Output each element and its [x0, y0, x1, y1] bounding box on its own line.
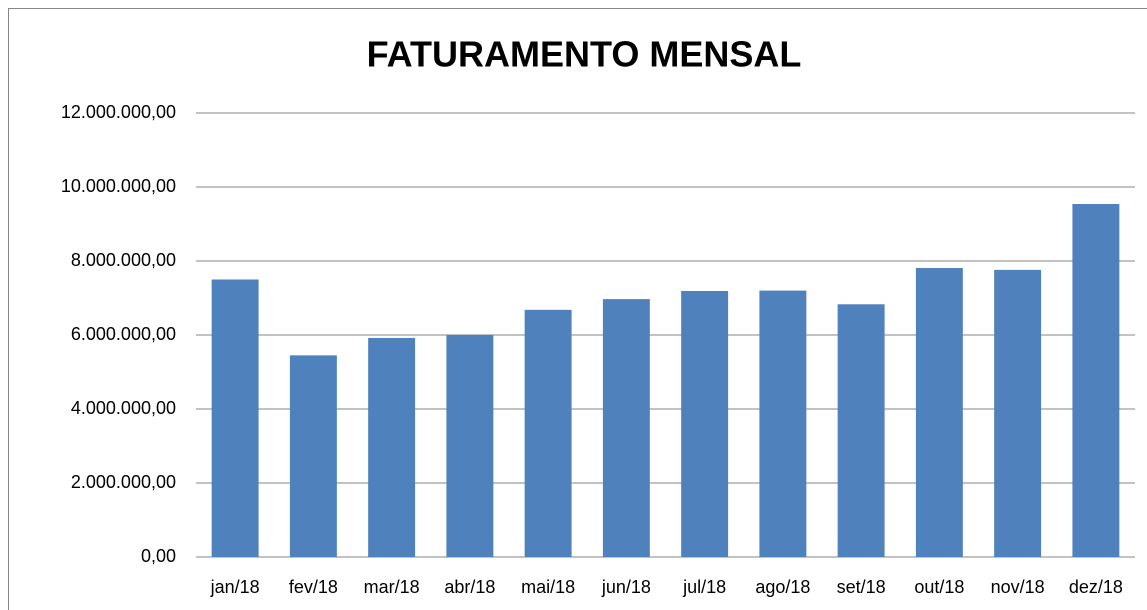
- x-tick-label: jul/18: [682, 577, 726, 597]
- chart-title: FATURAMENTO MENSAL: [367, 34, 802, 75]
- x-tick-label: ago/18: [755, 577, 810, 597]
- x-tick-label: fev/18: [289, 577, 338, 597]
- x-tick-label: abr/18: [444, 577, 495, 597]
- x-tick-label: out/18: [914, 577, 964, 597]
- bar: [837, 304, 885, 557]
- y-tick-label: 6.000.000,00: [71, 324, 176, 344]
- y-tick-label: 4.000.000,00: [71, 398, 176, 418]
- bar: [368, 337, 416, 557]
- y-tick-label: 0,00: [141, 546, 176, 566]
- bar: [994, 269, 1042, 557]
- y-tick-label: 10.000.000,00: [61, 176, 176, 196]
- x-tick-label: mar/18: [364, 577, 420, 597]
- y-tick-label: 2.000.000,00: [71, 472, 176, 492]
- y-tick-label: 12.000.000,00: [61, 102, 176, 122]
- x-tick-label: nov/18: [991, 577, 1045, 597]
- x-tick-label: dez/18: [1069, 577, 1123, 597]
- bar: [289, 355, 337, 557]
- bar: [1072, 204, 1120, 557]
- x-tick-label: jan/18: [210, 577, 260, 597]
- bar: [446, 335, 494, 557]
- bar: [681, 290, 729, 557]
- x-tick-label: jun/18: [601, 577, 651, 597]
- chart-border: [8, 8, 1147, 610]
- y-tick-label: 8.000.000,00: [71, 250, 176, 270]
- bar: [602, 299, 650, 557]
- bar: [211, 279, 259, 557]
- bar: [915, 268, 963, 557]
- x-tick-label: set/18: [837, 577, 886, 597]
- bar: [759, 290, 807, 557]
- bar: [524, 309, 572, 557]
- x-tick-label: mai/18: [521, 577, 575, 597]
